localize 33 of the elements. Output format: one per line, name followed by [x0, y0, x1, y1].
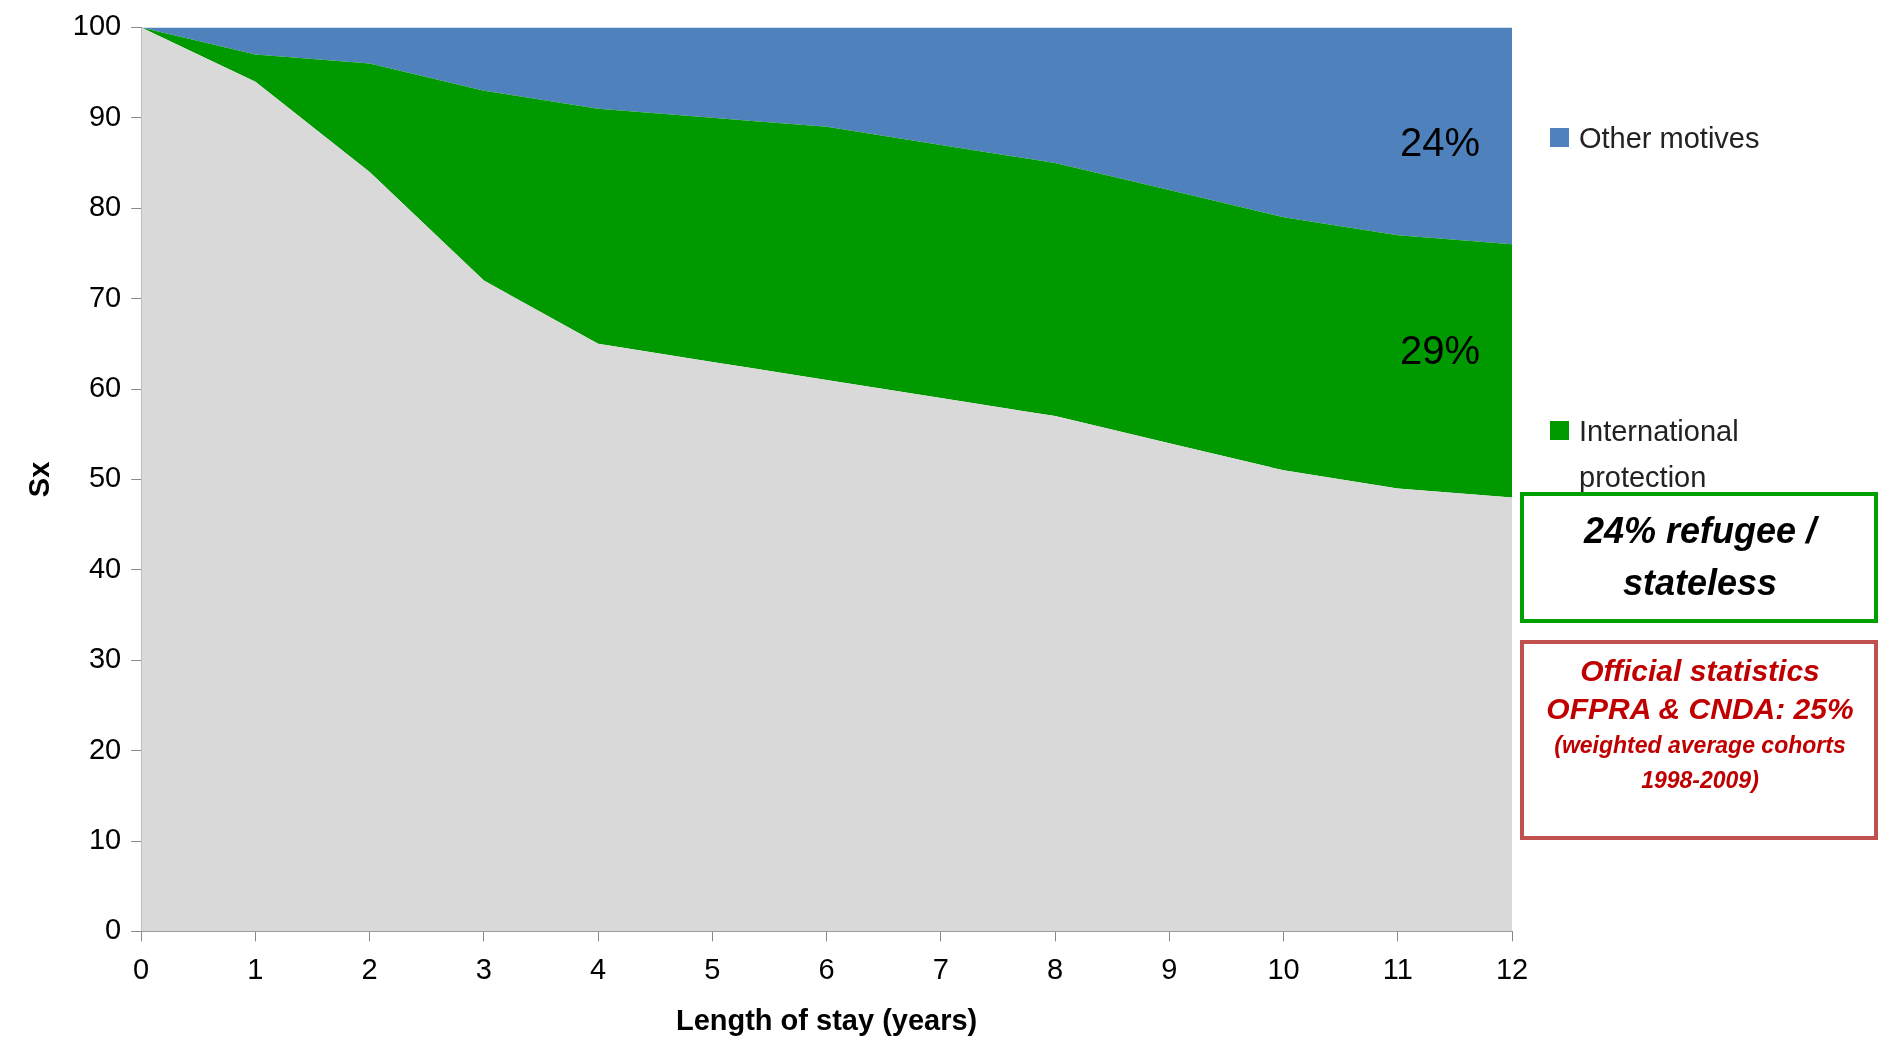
- y-tick-label: 70: [88, 280, 122, 313]
- y-axis-title: Sx: [23, 461, 56, 498]
- text: 24% refugee / stateless: [1582, 509, 1820, 605]
- text: Official statistics OFPRA & CNDA: 25%: [1545, 653, 1855, 727]
- x-tick-label: 0: [133, 952, 150, 985]
- x-tick-label: 10: [1267, 952, 1300, 985]
- y-tick-label: 40: [88, 551, 122, 584]
- y-tick-label: 60: [88, 371, 122, 403]
- annotation: 24%: [1399, 119, 1481, 164]
- x-tick-label: 3: [475, 952, 492, 985]
- x-tick-label: 11: [1382, 952, 1413, 985]
- x-tick-label: 7: [932, 952, 949, 985]
- y-tick-label: 30: [88, 642, 122, 675]
- x-tick-label: 1: [247, 952, 264, 985]
- x-tick-label: 8: [1046, 952, 1064, 985]
- legend-label: International protection: [1579, 414, 1740, 495]
- y-tick-label: 0: [105, 913, 122, 946]
- x-tick-label: 2: [361, 952, 378, 985]
- text: (weighted average cohorts 1998-2009): [1553, 731, 1847, 795]
- y-tick-label: 10: [88, 823, 122, 855]
- y-tick-label: 80: [88, 190, 122, 223]
- y-tick-label: 20: [88, 732, 122, 765]
- annotation: 29%: [1399, 327, 1481, 372]
- x-tick-label: 9: [1161, 952, 1178, 985]
- x-tick-label: 6: [818, 952, 835, 985]
- y-tick-label: 100: [72, 9, 122, 42]
- x-tick-label: 12: [1495, 952, 1529, 985]
- y-tick-label: 50: [88, 461, 122, 494]
- x-tick-label: 5: [704, 952, 721, 985]
- legend-label: Other motives: [1579, 121, 1760, 156]
- y-tick-label: 90: [88, 99, 122, 132]
- x-tick-label: 4: [590, 952, 607, 985]
- x-axis-title: Length of stay (years): [675, 1003, 978, 1036]
